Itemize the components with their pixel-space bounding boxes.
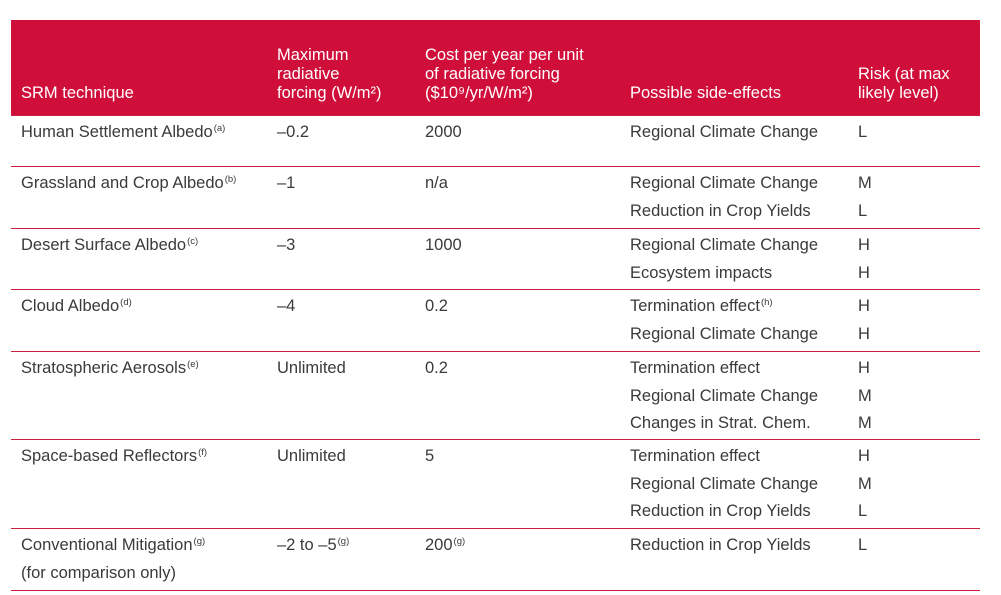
table-header: SRM technique Maximum radiative forcing …	[11, 20, 980, 115]
table-row: Conventional Mitigation(g) (for compariso…	[11, 528, 980, 591]
side-effect-item: Regional Climate Change	[630, 386, 819, 405]
side-effect-item: Termination effect(h)	[630, 297, 773, 315]
table-row: Stratospheric Aerosols(e) Unlimited 0.2 Ter…	[11, 351, 980, 440]
side-effect-item: Termination effect	[630, 447, 760, 465]
side-effect-item: Regional Climate Change	[630, 174, 819, 192]
cell-cost: 5	[425, 447, 435, 465]
risk-level: H	[858, 297, 870, 315]
side-effect-item: Regional Climate Change	[630, 474, 819, 493]
cell-side-effects: Regional Climate Change Ecosystem impacts	[630, 232, 818, 287]
table-row: Desert Surface Albedo(c) –3 1000 Regional C…	[11, 228, 980, 290]
cell-technique: Conventional Mitigation(g) (for compariso…	[21, 532, 205, 587]
footnote-marker: (f)	[198, 447, 208, 458]
cell-side-effects: Termination effect Regional Climate Chang…	[630, 355, 818, 438]
table-bottom-rule	[11, 590, 980, 591]
cell-cost: 0.2	[425, 359, 448, 377]
cell-forcing: –2 to –5(g)	[277, 536, 350, 554]
risk-level: L	[858, 536, 868, 554]
footnote-marker: (g)	[337, 536, 350, 547]
footnote-marker: (h)	[760, 297, 773, 308]
side-effect-item: Regional Climate Change	[630, 123, 819, 141]
table-row: Grassland and Crop Albedo(b) –1 n/a Regiona…	[11, 166, 980, 229]
cell-cost: 200(g)	[425, 536, 466, 554]
risk-level: M	[858, 414, 872, 432]
footnote-marker: (g)	[193, 536, 206, 547]
cell-cost: 2000	[425, 123, 462, 141]
cell-side-effects: Reduction in Crop Yields	[630, 532, 811, 560]
risk-level: H	[858, 359, 870, 377]
srm-table: SRM technique Maximum radiative forcing …	[11, 20, 980, 591]
cell-forcing: Unlimited	[277, 447, 346, 465]
cell-cost: 1000	[425, 236, 462, 254]
cell-side-effects: Termination effect(h) Regional Climate Ch…	[630, 293, 818, 348]
side-effect-item: Reduction in Crop Yields	[630, 502, 811, 520]
cell-technique: Cloud Albedo(d)	[21, 297, 132, 315]
risk-level: M	[858, 474, 872, 493]
side-effect-item: Reduction in Crop Yields	[630, 536, 811, 554]
risk-level: H	[858, 324, 870, 343]
side-effect-item: Changes in Strat. Chem.	[630, 414, 811, 432]
risk-level: L	[858, 502, 868, 520]
cell-cost: n/a	[425, 174, 448, 192]
footnote-marker: (a)	[213, 123, 226, 134]
cell-forcing: –1	[277, 174, 296, 192]
cell-technique: Desert Surface Albedo(c)	[21, 236, 199, 254]
header-forcing: Maximum radiative forcing (W/m²)	[277, 46, 382, 102]
cell-risk: L	[858, 532, 867, 560]
risk-level: M	[858, 386, 872, 405]
risk-level: H	[858, 263, 870, 282]
side-effect-item: Termination effect	[630, 359, 760, 377]
cell-technique-note: (for comparison only)	[21, 563, 176, 582]
table-row: Space-based Reflectors(f) Unlimited 5 Termi…	[11, 439, 980, 529]
side-effect-item: Regional Climate Change	[630, 236, 819, 254]
cell-technique: Grassland and Crop Albedo(b)	[21, 174, 237, 192]
footnote-marker: (c)	[187, 236, 199, 247]
risk-level: H	[858, 447, 870, 465]
cell-technique: Human Settlement Albedo(a)	[21, 123, 226, 141]
cell-forcing: –3	[277, 236, 296, 254]
risk-level: H	[858, 236, 870, 254]
table-row: Cloud Albedo(d) –4 0.2 Termination effect(h…	[11, 289, 980, 352]
cell-risk: L	[858, 119, 867, 147]
cell-forcing: Unlimited	[277, 359, 346, 377]
side-effect-item: Ecosystem impacts	[630, 263, 773, 282]
cell-side-effects: Regional Climate Change Reduction in Crop…	[630, 170, 818, 225]
risk-level: M	[858, 174, 872, 192]
table-row: Human Settlement Albedo(a) –0.2 2000 Region…	[11, 115, 980, 167]
footnote-marker: (e)	[187, 359, 199, 370]
cell-technique: Space-based Reflectors(f)	[21, 447, 208, 465]
risk-level: L	[858, 201, 868, 220]
footnote-marker: (b)	[224, 174, 237, 185]
cell-cost: 0.2	[425, 297, 448, 315]
footnote-marker: (g)	[453, 536, 466, 547]
side-effect-item: Regional Climate Change	[630, 324, 819, 343]
side-effect-item: Reduction in Crop Yields	[630, 201, 811, 220]
header-risk: Risk (at max likely level)	[858, 65, 950, 102]
cell-forcing: –0.2	[277, 123, 310, 141]
header-cost: Cost per year per unit of radiative forc…	[425, 46, 584, 102]
header-side-effects: Possible side-effects	[630, 84, 782, 102]
risk-level: L	[858, 123, 868, 141]
cell-side-effects: Termination effect Regional Climate Chang…	[630, 443, 818, 526]
cell-side-effects: Regional Climate Change	[630, 119, 818, 147]
footnote-marker: (d)	[120, 297, 132, 308]
cell-technique: Stratospheric Aerosols(e)	[21, 359, 199, 377]
cell-forcing: –4	[277, 297, 296, 315]
header-technique: SRM technique	[21, 84, 134, 102]
